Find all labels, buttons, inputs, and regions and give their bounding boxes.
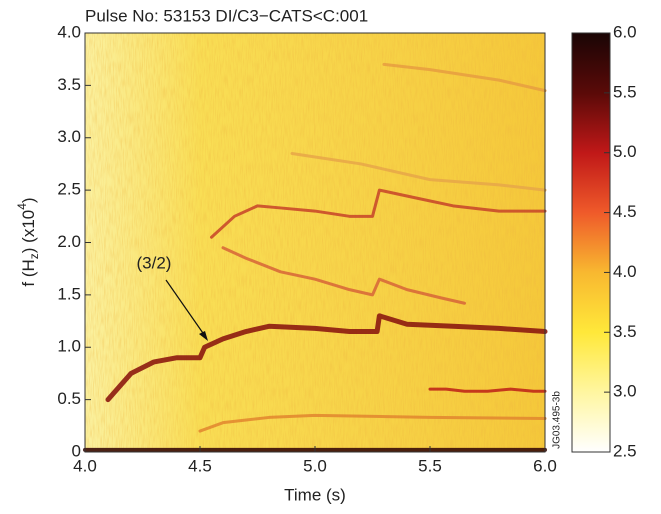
y-label-part: ) <box>19 197 38 203</box>
x-tick-label: 5.5 <box>418 456 442 475</box>
colorbar-tick-label: 4.5 <box>613 202 637 221</box>
y-tick-label: 2.0 <box>57 232 81 251</box>
y-label-part: ) (x10 <box>19 210 38 253</box>
mode-trace <box>221 246 466 305</box>
x-axis-label: Time (s) <box>284 485 346 504</box>
mode-trace <box>198 413 547 433</box>
plot-noise <box>85 33 545 452</box>
mode-trace <box>428 387 547 393</box>
y-tick-label: 1.0 <box>57 337 81 356</box>
y-tick-label: 1.5 <box>57 284 81 303</box>
x-tick-label: 6.0 <box>533 456 557 475</box>
colorbar-tick-label: 3.0 <box>613 382 637 401</box>
chart-title: Pulse No: 53153 DI/C3−CATS<C:001 <box>85 6 368 25</box>
x-tick-label: 4.5 <box>188 456 212 475</box>
y-axis-label: f (Hz) (x104) <box>15 197 41 286</box>
annotation: (3/2) <box>137 253 172 272</box>
mode-trace <box>290 151 547 192</box>
y-label-part: f (H <box>19 259 38 286</box>
y-tick-label: 0 <box>72 441 81 460</box>
colorbar <box>571 32 611 453</box>
annotation-arrowhead <box>199 331 208 341</box>
colorbar-tick-label: 3.5 <box>613 322 637 341</box>
y-tick-label: 3.0 <box>57 127 81 146</box>
colorbar-tick-label: 2.5 <box>613 441 637 460</box>
annotation-arrow <box>165 279 206 337</box>
colorbar-tick-label: 6.0 <box>613 22 637 41</box>
y-tick-label: 2.5 <box>57 180 81 199</box>
x-tick-label: 4.0 <box>73 456 97 475</box>
y-tick-label: 3.5 <box>57 75 81 94</box>
mode-trace <box>105 313 548 403</box>
y-tick-label: 4.0 <box>57 22 81 41</box>
colorbar-tick-label: 4.0 <box>613 262 637 281</box>
y-tick-label: 0.5 <box>57 389 81 408</box>
colorbar-tick-label: 5.5 <box>613 82 637 101</box>
mode-trace <box>382 62 547 93</box>
x-tick-label: 5.0 <box>303 456 327 475</box>
mode-trace <box>210 188 547 239</box>
y-label-sub: z <box>27 253 41 259</box>
colorbar-tick-label: 5.0 <box>613 142 637 161</box>
side-label: JG03.495-3b <box>552 391 563 449</box>
y-label-sup: 4 <box>15 203 29 210</box>
